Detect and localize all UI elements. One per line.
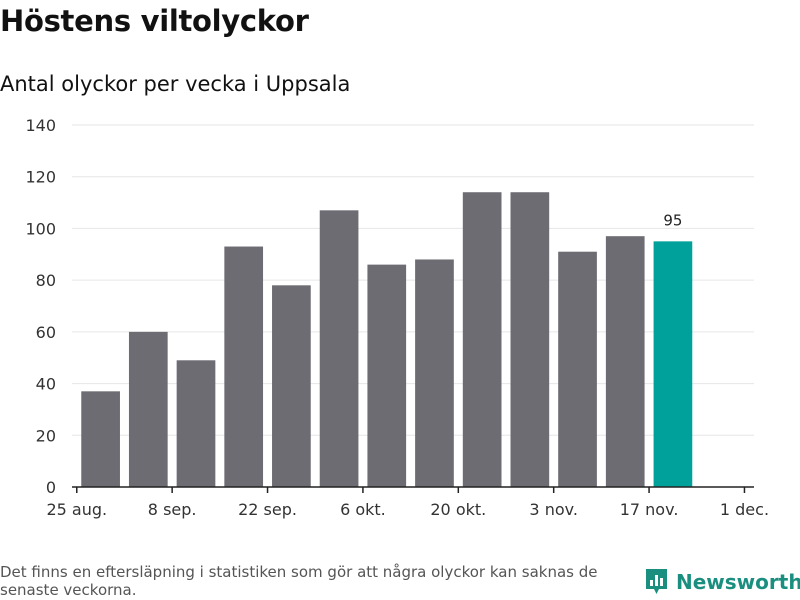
bar-3	[176, 360, 216, 487]
bar-8	[415, 259, 454, 487]
footnote: Det finns en eftersläpning i statistiken…	[0, 563, 598, 599]
brand-logo[interactable]: Newsworthy	[644, 568, 800, 596]
x-tick-label-5: 3 nov.	[529, 500, 578, 519]
bar-2	[128, 331, 168, 487]
brand-name: Newsworthy	[676, 570, 800, 594]
bar-10	[510, 192, 550, 487]
chart-subtitle: Antal olyckor per vecka i Uppsala	[0, 72, 351, 96]
x-tick-label-6: 17 nov.	[620, 500, 679, 519]
x-tick-label-3: 6 okt.	[340, 500, 386, 519]
y-tick-label-60: 60	[36, 323, 56, 342]
bar-4	[224, 246, 264, 487]
y-tick-label-100: 100	[25, 219, 56, 238]
data-label-13: 95	[663, 211, 682, 229]
newsworthy-logo-icon	[646, 569, 667, 594]
x-tick-label-0: 25 aug.	[46, 500, 107, 519]
bar-6	[319, 210, 359, 488]
bar-9	[462, 192, 502, 487]
bar-chart: 0 20 40 60 80 100 120 140 95 25 aug. 8 sep. 22 sep.…	[25, 116, 769, 519]
chart-title: Höstens viltolyckor	[0, 4, 309, 38]
y-tick-label-40: 40	[36, 375, 56, 394]
x-tick-label-1: 8 sep.	[148, 500, 197, 519]
y-tick-label-120: 120	[25, 168, 56, 187]
y-tick-label-80: 80	[36, 271, 56, 290]
bar-11	[558, 251, 597, 487]
y-tick-label-20: 20	[36, 426, 56, 445]
x-tick-label-4: 20 okt.	[430, 500, 486, 519]
y-tick-label-0: 0	[46, 478, 56, 497]
bar-12	[605, 236, 645, 487]
bar-7	[367, 264, 407, 487]
x-tick-label-7: 1 dec.	[720, 500, 769, 519]
bar-5	[272, 285, 311, 487]
bar-13	[653, 241, 693, 487]
bar-1	[81, 391, 120, 487]
y-tick-label-140: 140	[25, 116, 56, 135]
x-tick-label-2: 22 sep.	[238, 500, 297, 519]
